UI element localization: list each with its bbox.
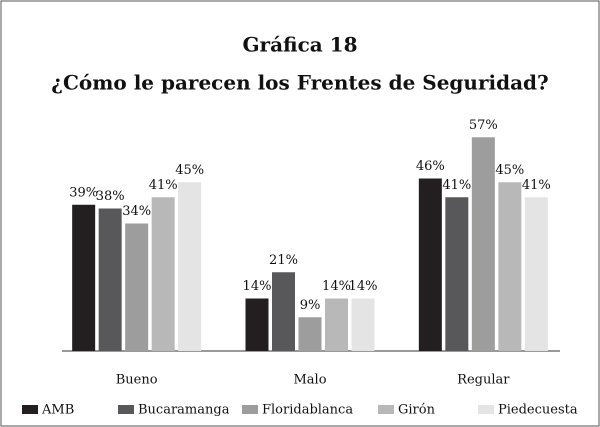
- bar: [325, 298, 348, 351]
- data-label: 21%: [269, 253, 298, 268]
- data-label: 46%: [416, 159, 445, 174]
- bar: [125, 223, 149, 351]
- legend-label: AMB: [41, 403, 74, 418]
- bar: [72, 204, 96, 351]
- bar: [445, 197, 469, 351]
- bar: [245, 298, 269, 351]
- data-label: 9%: [300, 298, 321, 313]
- legend-swatch: [118, 405, 134, 414]
- legend-label: Floridablanca: [262, 403, 353, 418]
- data-label: 14%: [243, 279, 272, 294]
- data-label: 38%: [96, 189, 125, 204]
- legend-swatch: [22, 405, 38, 414]
- x-tick-label: Regular: [457, 373, 510, 388]
- chart-title: Gráfica 18: [242, 33, 357, 57]
- data-label: 41%: [442, 178, 471, 193]
- legend-label: Bucaramanga: [138, 403, 230, 418]
- legend-swatch: [242, 405, 258, 414]
- data-label: 41%: [522, 178, 551, 193]
- data-label: 41%: [149, 178, 178, 193]
- data-label: 45%: [495, 163, 524, 178]
- legend-label: Girón: [398, 403, 436, 418]
- bar: [418, 178, 442, 351]
- bar: [298, 317, 322, 351]
- bar: [471, 137, 495, 351]
- bar: [151, 197, 175, 351]
- bar: [98, 208, 122, 351]
- data-label: 34%: [122, 204, 151, 219]
- data-label: 39%: [69, 185, 98, 200]
- data-label: 57%: [469, 118, 498, 133]
- legend-label: Piedecuesta: [498, 403, 578, 418]
- bar: [351, 298, 375, 351]
- data-label: 14%: [349, 279, 378, 294]
- x-tick-label: Malo: [293, 373, 326, 388]
- chart-subtitle: ¿Cómo le parecen los Frentes de Segurida…: [51, 71, 548, 95]
- bar: [178, 182, 202, 351]
- legend-swatch: [378, 405, 394, 414]
- x-tick-label: Bueno: [116, 373, 158, 388]
- data-label: 45%: [175, 163, 204, 178]
- bar: [524, 197, 548, 351]
- data-label: 14%: [322, 279, 351, 294]
- legend-swatch: [478, 405, 494, 414]
- bar: [498, 182, 522, 351]
- bar: [272, 272, 295, 351]
